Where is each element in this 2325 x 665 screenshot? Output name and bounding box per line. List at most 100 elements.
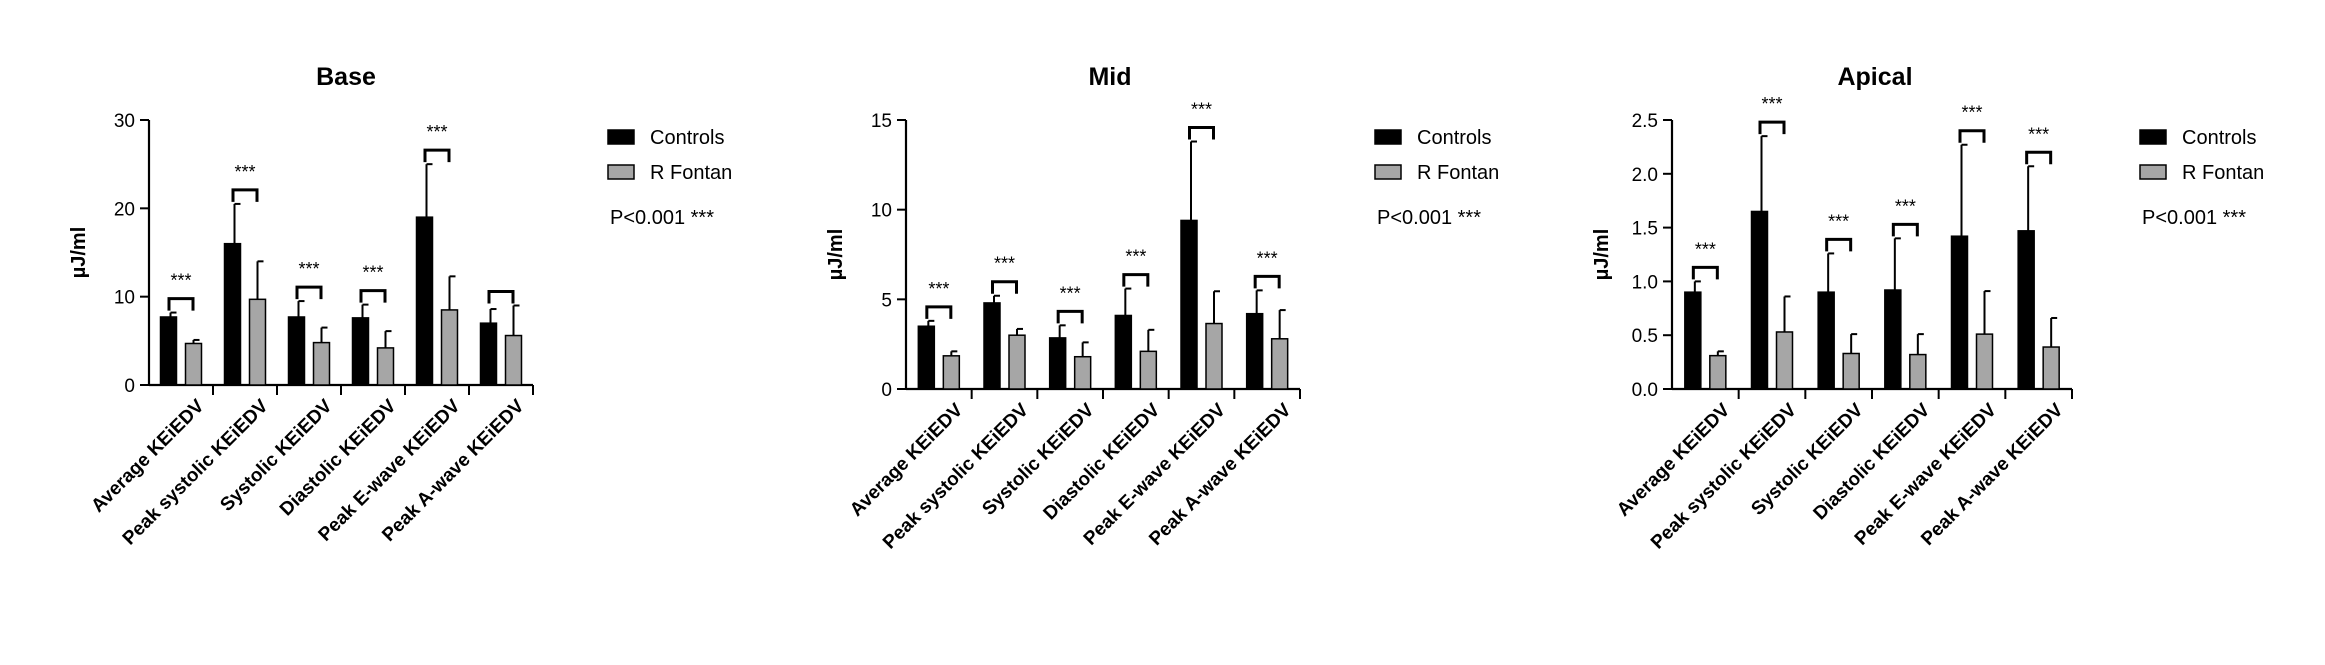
bar-controls [351, 317, 370, 386]
legend-swatch-controls [2139, 129, 2167, 145]
legend-label: Controls [2182, 127, 2256, 149]
bar-r-fontan [1775, 331, 1794, 390]
legend-label: Controls [1417, 127, 1491, 149]
bar-controls [1114, 314, 1133, 390]
p-value-note: P<0.001 *** [610, 207, 714, 229]
significance-bracket [231, 188, 259, 202]
y-axis-label: µJ/ml [68, 227, 90, 279]
legend-label: Controls [650, 127, 724, 149]
bar-r-fontan [942, 355, 961, 390]
bar-controls [983, 302, 1001, 390]
x-category-label: Diastolic KEiEDV [276, 395, 401, 520]
y-tick-label: 0.0 [1632, 380, 1658, 401]
x-category-label: Systolic KEiEDV [216, 395, 336, 515]
significance-bracket [359, 289, 387, 303]
significance-bracket [1825, 237, 1853, 252]
bar-controls [1750, 210, 1769, 390]
y-tick-label: 5 [881, 290, 892, 311]
significance-bracket [1188, 126, 1215, 140]
bar-controls [2017, 230, 2035, 390]
chart-title: Mid [1088, 63, 1131, 91]
bar-r-fontan [1909, 353, 1927, 390]
significance-label: *** [1060, 283, 1081, 303]
bar-r-fontan [312, 341, 331, 386]
bar-r-fontan [1073, 355, 1092, 390]
x-category-label: Diastolic KEiEDV [1810, 399, 1935, 524]
bar-controls [1048, 337, 1067, 390]
legend-swatch-controls [607, 129, 635, 145]
significance-label: *** [1191, 100, 1212, 120]
y-axis-label: µJ/ml [825, 229, 847, 281]
legend-label: R Fontan [1417, 162, 1499, 184]
y-tick-label: 1.5 [1632, 219, 1658, 240]
significance-label: *** [928, 279, 949, 299]
legend-swatch-controls [1374, 129, 1402, 145]
bar-r-fontan [2042, 346, 2060, 390]
significance-label: *** [1961, 103, 1982, 123]
chart-panel-apical: Apical µJ/ml 0.0 0.5 1.0 1.5 2.0 2.5 *** Average … [1591, 63, 2264, 553]
bar-r-fontan [184, 342, 203, 386]
significance-bracket [1691, 265, 1719, 280]
significance-label: *** [362, 263, 383, 283]
p-value-note: P<0.001 *** [1377, 207, 1481, 229]
bar-r-fontan [376, 347, 395, 386]
bar-r-fontan [1205, 322, 1223, 390]
significance-bracket [1056, 309, 1084, 324]
bar-controls [479, 322, 498, 386]
bar-controls [1684, 291, 1702, 390]
bar-controls [287, 316, 306, 386]
bar-r-fontan [1975, 333, 1994, 390]
legend: Controls R Fontan [1374, 127, 1499, 184]
significance-label: *** [1257, 248, 1278, 268]
significance-bracket [295, 285, 323, 300]
x-category-label: Average KEiEDV [1613, 399, 1734, 520]
significance-label: *** [1761, 94, 1782, 114]
bar-controls [1245, 312, 1264, 390]
bar-controls [917, 325, 936, 390]
y-tick-label: 0.5 [1632, 326, 1658, 347]
y-tick-label: 15 [871, 111, 892, 132]
x-category-label: Systolic KEiEDV [978, 399, 1098, 519]
y-tick-label: 10 [114, 288, 135, 309]
y-tick-label: 1.0 [1632, 272, 1658, 293]
significance-bracket [1958, 129, 1986, 143]
bar-controls [1884, 289, 1902, 390]
y-tick-label: 10 [871, 201, 892, 222]
bar-controls [1950, 235, 1969, 390]
bar-r-fontan [504, 334, 523, 386]
chart-title: Base [316, 63, 376, 91]
bar-r-fontan [440, 309, 459, 386]
significance-label: *** [1695, 239, 1716, 259]
y-tick-label: 0 [124, 376, 135, 397]
significance-label: *** [994, 254, 1015, 274]
significance-bracket [2025, 150, 2053, 165]
y-tick-label: 30 [114, 111, 135, 132]
bar-r-fontan [1139, 350, 1158, 390]
significance-bracket [1122, 273, 1150, 287]
legend: Controls R Fontan [2139, 127, 2264, 184]
bar-r-fontan [1008, 334, 1026, 390]
significance-bracket [1891, 222, 1919, 237]
legend-swatch-r-fontan [1374, 164, 1402, 180]
significance-label: *** [2028, 124, 2049, 144]
p-value-note: P<0.001 *** [2142, 207, 2246, 229]
x-category-label: Average KEiEDV [846, 399, 967, 520]
chart-title: Apical [1837, 63, 1912, 91]
significance-label: *** [234, 162, 255, 182]
significance-bracket [1758, 120, 1786, 135]
significance-bracket [167, 297, 195, 311]
x-category-label: Diastolic KEiEDV [1040, 399, 1165, 524]
y-tick-label: 20 [114, 199, 135, 220]
significance-label: *** [426, 122, 447, 142]
significance-label: *** [298, 259, 319, 279]
bar-controls [1817, 291, 1835, 390]
bar-controls [159, 316, 178, 386]
legend-swatch-r-fontan [2139, 164, 2167, 180]
bar-r-fontan [248, 298, 267, 386]
y-tick-label: 2.0 [1632, 165, 1658, 186]
y-tick-label: 0 [881, 380, 892, 401]
bar-controls [415, 216, 434, 386]
y-axis-label: µJ/ml [1591, 229, 1613, 281]
